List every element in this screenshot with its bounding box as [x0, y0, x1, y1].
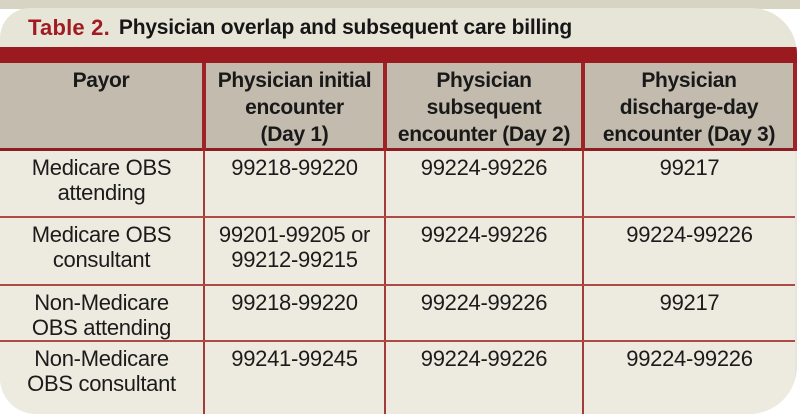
table-panel: Table 2. Physician overlap and subsequen… — [0, 8, 797, 414]
header-accent-band — [0, 47, 797, 63]
table-cell-discharge: 99224-99226 — [583, 340, 795, 414]
table-row: Medicare OBS consultant 99201-99205 or 9… — [0, 216, 795, 286]
table-cell-discharge: 99217 — [583, 149, 795, 218]
column-header-subsequent-encounter: Physician subsequent encounter (Day 2) — [385, 63, 585, 151]
column-header-initial-encounter: Physician initial encounter (Day 1) — [204, 63, 387, 151]
table-row: Non-Medicare OBS consultant 99241-99245 … — [0, 340, 795, 414]
table-cell-payor: Non-Medicare OBS attending — [0, 284, 205, 342]
page-background-band — [0, 0, 800, 9]
column-header-discharge-encounter: Physician discharge-day encounter (Day 3… — [583, 63, 797, 151]
table-cell-subsequent: 99224-99226 — [385, 284, 584, 342]
table-cell-subsequent: 99224-99226 — [385, 149, 584, 218]
table-row: Non-Medicare OBS attending 99218-99220 9… — [0, 284, 795, 342]
table-row: Medicare OBS attending 99218-99220 99224… — [0, 149, 795, 218]
table-cell-subsequent: 99224-99226 — [385, 340, 584, 414]
table-cell-initial: 99218-99220 — [204, 284, 386, 342]
table-caption: Table 2. Physician overlap and subsequen… — [0, 8, 797, 47]
billing-table: Payor Physician initial encounter (Day 1… — [0, 63, 797, 414]
table-number-label: Table 2. — [28, 14, 110, 40]
table-title-text: Physician overlap and subsequent care bi… — [118, 15, 573, 39]
table-cell-subsequent: 99224-99226 — [385, 216, 584, 286]
table-cell-payor: Medicare OBS attending — [0, 149, 205, 218]
table-cell-initial: 99241-99245 — [204, 340, 386, 414]
table-cell-discharge: 99224-99226 — [583, 216, 795, 286]
table-cell-discharge: 99217 — [583, 284, 795, 342]
table-cell-initial: 99201-99205 or 99212-99215 — [204, 216, 386, 286]
table-cell-payor: Non-Medicare OBS consultant — [0, 340, 205, 414]
table-cell-initial: 99218-99220 — [204, 149, 386, 218]
header-row: Payor Physician initial encounter (Day 1… — [0, 63, 797, 151]
column-header-payor: Payor — [0, 63, 206, 151]
table-cell-payor: Medicare OBS consultant — [0, 216, 205, 286]
